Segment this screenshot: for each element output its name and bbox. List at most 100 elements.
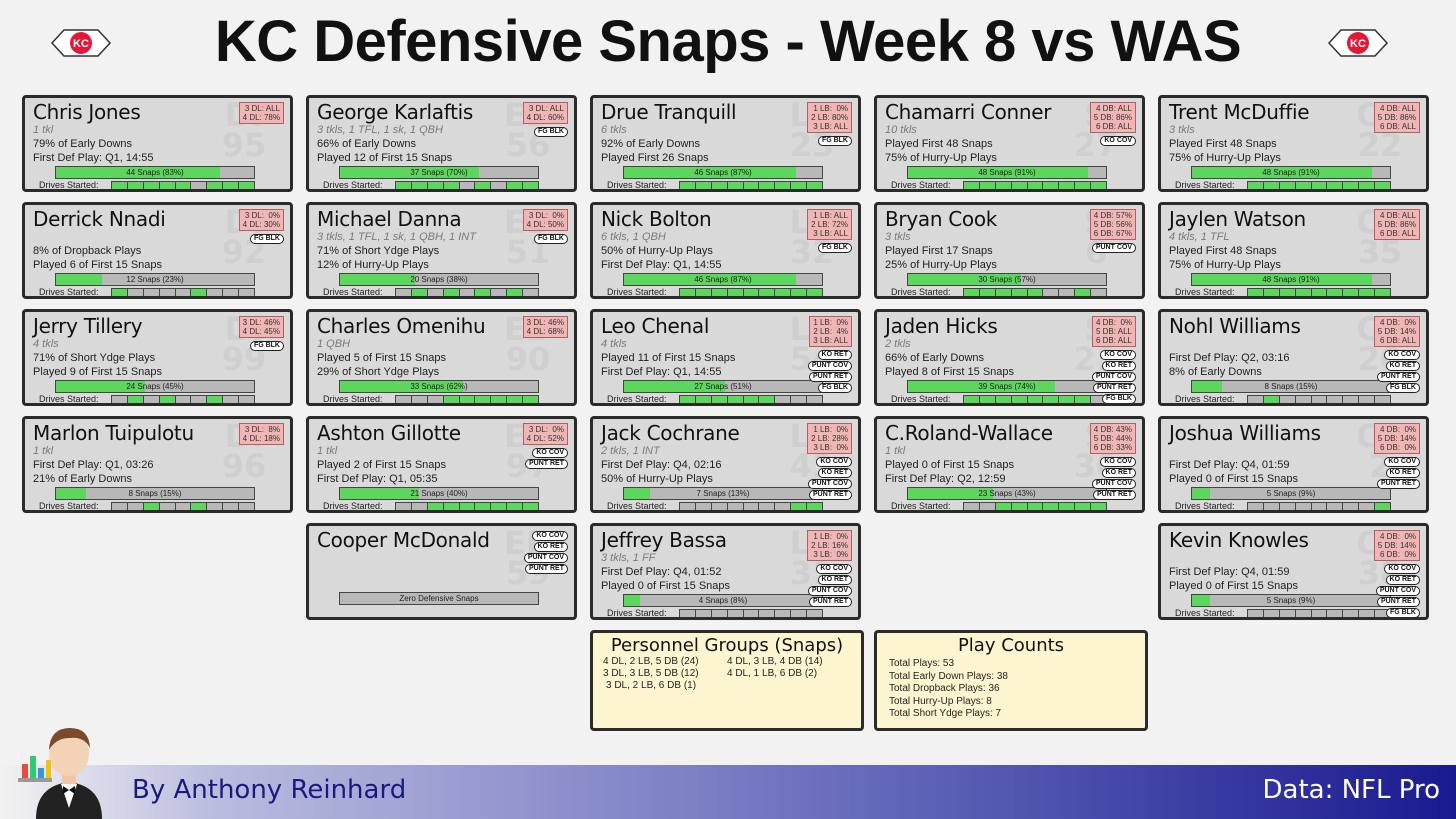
special-teams-tags: KO COV xyxy=(1100,136,1136,146)
drives-started-label: Drives Started: xyxy=(891,287,951,297)
personnel-group-item: 4 DL, 3 LB, 4 DB (14) xyxy=(727,656,823,667)
drive-segment xyxy=(475,396,492,403)
stat-line: Played First 48 Snaps xyxy=(1169,245,1277,257)
drive-segment xyxy=(1279,503,1296,510)
snap-bar-label: 24 Snaps (45%) xyxy=(126,382,184,391)
play-counts-list: Total Plays: 53 Total Early Down Plays: 3… xyxy=(877,656,1145,723)
special-teams-tag: FG BLK xyxy=(249,341,284,351)
drives-started-strip xyxy=(111,395,255,403)
drives-started-label: Drives Started: xyxy=(323,501,383,511)
drive-segment xyxy=(143,503,160,510)
drives-started-strip xyxy=(1247,288,1391,296)
special-teams-tag: KO COV xyxy=(532,531,568,541)
tackle-stats: 3 tkls xyxy=(885,231,911,243)
play-count-item: Total Dropback Plays: 36 xyxy=(889,683,1000,694)
special-teams-tag: PUNT RET xyxy=(1377,372,1420,382)
special-teams-tag: KO COV xyxy=(1100,136,1136,146)
drives-started-strip xyxy=(679,288,823,296)
snap-bar: 20 Snaps (38%) xyxy=(339,273,539,286)
drives-started-label: Drives Started: xyxy=(39,501,99,511)
stat-line: 92% of Early Downs xyxy=(601,138,701,150)
snap-bar: 21 Snaps (40%) xyxy=(339,487,539,500)
stat-line: First Def Play: Q2, 12:59 xyxy=(885,473,1006,485)
special-teams-tag: PUNT COV xyxy=(807,361,852,371)
drive-segment xyxy=(1011,503,1028,510)
snap-bar-fill xyxy=(1192,595,1210,606)
special-teams-tag: KO RET xyxy=(1385,468,1420,478)
stat-line: 25% of Hurry-Up Plays xyxy=(885,259,997,271)
special-teams-tag: FG BLK xyxy=(817,136,852,146)
drive-segment xyxy=(791,289,808,296)
personnel-group-item: 4 DL, 2 LB, 5 DB (24) xyxy=(603,656,699,667)
player-name: Joshua Williams xyxy=(1169,421,1321,445)
drive-segment xyxy=(1075,503,1092,510)
alignment-badge: 4 DB: ALL 5 DB: 86% 6 DB: ALL xyxy=(1089,102,1136,133)
drive-segment xyxy=(112,289,128,296)
snap-bar: 39 Snaps (74%) xyxy=(907,380,1107,393)
drive-segment xyxy=(475,289,492,296)
drive-segment xyxy=(459,182,476,189)
stat-line: 66% of Early Downs xyxy=(317,138,417,150)
player-name: Charles Omenihu xyxy=(317,314,486,338)
player-name: Michael Danna xyxy=(317,207,462,231)
drive-segment xyxy=(191,182,208,189)
snap-bar-label: 39 Snaps (74%) xyxy=(978,382,1036,391)
drive-segment xyxy=(1311,610,1328,617)
drive-segment xyxy=(411,182,428,189)
drive-segment xyxy=(964,503,980,510)
stat-line: 8% of Early Downs xyxy=(1169,366,1262,378)
snap-bar: 46 Snaps (87%) xyxy=(623,273,823,286)
drives-started-label: Drives Started: xyxy=(39,180,99,190)
drive-segment xyxy=(396,503,412,510)
drive-segment xyxy=(396,182,412,189)
drive-segment xyxy=(1359,182,1376,189)
special-teams-tag: PUNT RET xyxy=(1377,479,1420,489)
tackle-stats: 1 tkl xyxy=(317,445,338,457)
drive-segment xyxy=(727,182,744,189)
special-teams-tags: KO COV KO RET PUNT COV PUNT RET xyxy=(807,564,852,607)
drive-segment xyxy=(396,289,412,296)
drive-segment xyxy=(127,396,144,403)
drive-segment xyxy=(1263,182,1280,189)
drives-started-strip xyxy=(1247,395,1391,403)
stat-line: 71% of Short Ydge Plays xyxy=(33,352,156,364)
snap-bar-fill xyxy=(340,167,479,178)
drive-segment xyxy=(1091,503,1107,510)
drive-segment xyxy=(491,182,508,189)
special-teams-tag: FG BLK xyxy=(1385,383,1420,393)
special-teams-tag: KO COV xyxy=(816,564,852,574)
snap-bar-label: 44 Snaps (83%) xyxy=(126,168,184,177)
snap-bar-label: 37 Snaps (70%) xyxy=(410,168,468,177)
special-teams-tags: FG BLK xyxy=(249,341,284,351)
snap-bar: Zero Defensive Snaps xyxy=(339,592,539,605)
drive-segment xyxy=(759,289,776,296)
snap-bar-fill xyxy=(908,381,1055,392)
drive-segment xyxy=(1043,396,1060,403)
player-name: Jack Cochrane xyxy=(601,421,740,445)
drive-segment xyxy=(143,396,160,403)
drive-segment xyxy=(175,396,192,403)
stat-line: 75% of Hurry-Up Plays xyxy=(1169,259,1281,271)
drive-segment xyxy=(159,396,176,403)
drive-segment xyxy=(727,503,744,510)
drives-started-strip xyxy=(963,502,1107,510)
drive-segment xyxy=(239,503,255,510)
play-count-item: Total Short Ydge Plays: 7 xyxy=(889,708,1002,719)
drive-segment xyxy=(175,289,192,296)
special-teams-tags: KO COV KO RET PUNT COV PUNT RET xyxy=(1091,457,1136,500)
data-source: Data: NFL Pro xyxy=(1262,775,1440,805)
tackle-stats: 2 tkls, 1 INT xyxy=(601,445,660,457)
drives-started-label: Drives Started: xyxy=(1175,180,1235,190)
snap-bar: 48 Snaps (91%) xyxy=(907,166,1107,179)
drive-segment xyxy=(112,503,128,510)
special-teams-tags: KO COV KO RET PUNT COV PUNT RET xyxy=(807,457,852,500)
alignment-badge: 4 DB: ALL 5 DB: 86% 6 DB: ALL xyxy=(1373,102,1420,133)
drive-segment xyxy=(411,396,428,403)
special-teams-tag: PUNT RET xyxy=(1093,383,1136,393)
drive-segment xyxy=(807,503,823,510)
player-name: George Karlaftis xyxy=(317,100,474,124)
